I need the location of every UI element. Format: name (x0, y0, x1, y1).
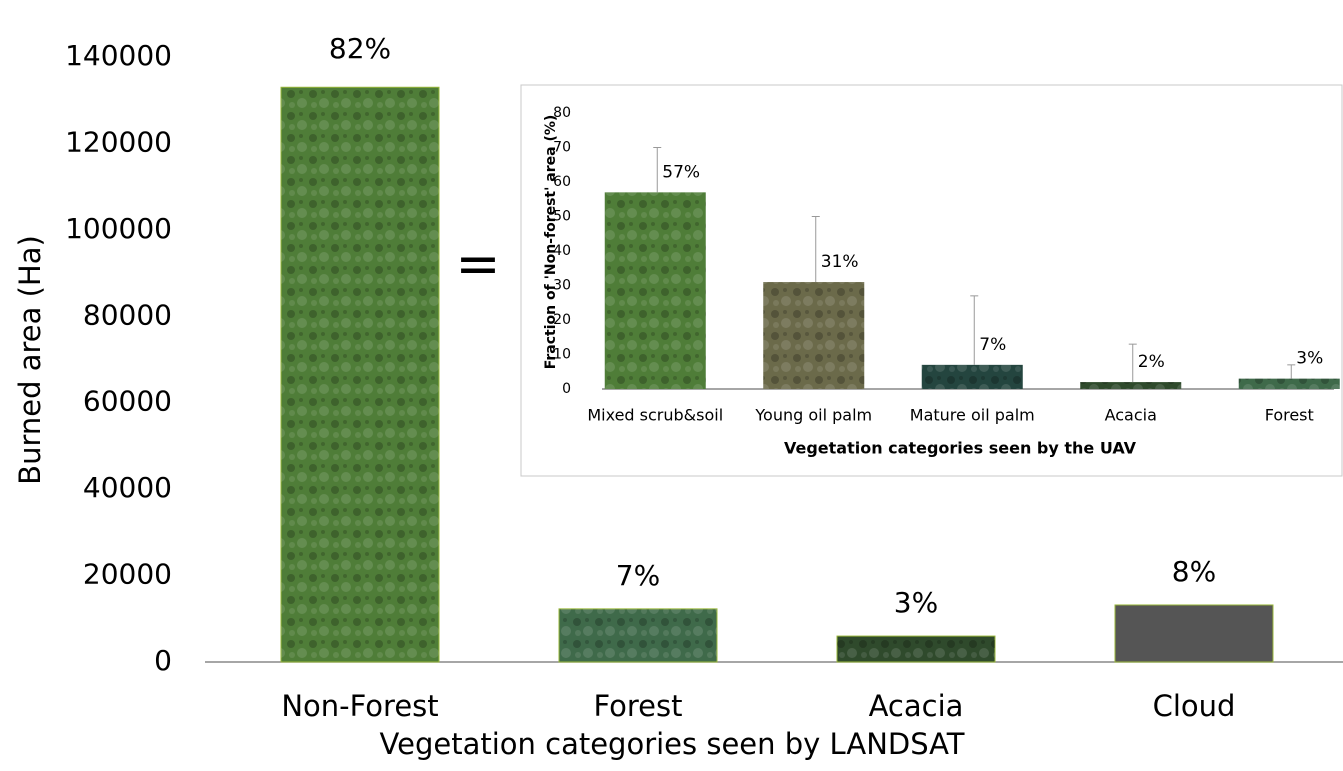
x-tick-label: Cloud (1153, 689, 1236, 723)
y-tick-label: 70 (553, 140, 571, 156)
y-tick-label: 30 (553, 278, 571, 294)
value-label: 3% (894, 586, 938, 619)
y-tick-label: 60000 (83, 385, 172, 418)
bar-texture (837, 636, 995, 662)
x-tick-label: Acacia (869, 689, 964, 723)
y-tick-label: 40000 (83, 471, 172, 504)
bar-texture (921, 364, 1023, 389)
x-tick-label: Forest (1265, 406, 1314, 425)
value-label: 2% (1138, 352, 1165, 372)
x-tick-label: Young oil palm (754, 406, 872, 425)
x-axis-title: Vegetation categories seen by the UAV (784, 439, 1137, 458)
bar-texture (1238, 378, 1340, 389)
x-tick-label: Acacia (1105, 406, 1157, 425)
bar-texture (604, 192, 706, 389)
y-tick-label: 80000 (83, 298, 172, 331)
value-label: 31% (821, 252, 859, 272)
y-tick-label: 140000 (65, 39, 172, 72)
y-tick-label: 0 (562, 381, 571, 397)
y-tick-label: 20 (553, 312, 571, 328)
y-tick-label: 0 (154, 644, 172, 677)
bar-texture (763, 282, 865, 389)
value-label: 8% (1172, 555, 1216, 588)
bar-texture (1080, 382, 1182, 389)
y-tick-label: 60 (553, 174, 571, 190)
bar-texture (559, 608, 717, 662)
y-tick-label: 20000 (83, 558, 172, 591)
x-tick-label: Mature oil palm (910, 406, 1035, 425)
y-tick-label: 120000 (65, 125, 172, 158)
bar (1114, 604, 1274, 663)
value-label: 7% (616, 559, 660, 592)
y-tick-label: 100000 (65, 212, 172, 245)
value-label: 57% (662, 162, 700, 182)
value-label: 82% (329, 32, 391, 65)
y-tick-label: 80 (553, 105, 571, 121)
main-chart: 0 20000 40000 60000 80000 100000 120000 140000 N… (13, 32, 1343, 761)
value-label: 3% (1296, 349, 1323, 369)
value-label: 7% (979, 335, 1006, 355)
x-tick-label: Forest (594, 689, 683, 723)
bar-texture (281, 87, 439, 662)
y-tick-label: 10 (553, 347, 571, 363)
y-axis-title: Burned area (Ha) (13, 235, 47, 485)
y-tick-label: 50 (553, 209, 571, 225)
x-tick-label: Non-Forest (281, 689, 438, 723)
y-axis-title: Fraction of 'Non-forest' area (%) (543, 115, 559, 370)
annotation: = (455, 233, 500, 296)
inset-chart: 0 10 20 30 40 50 60 70 80 Mixed scrub&soil 57% Youn… (543, 105, 1340, 458)
x-tick-label: Mixed scrub&soil (587, 406, 723, 425)
y-tick-label: 40 (553, 243, 571, 259)
x-axis-title: Vegetation categories seen by LANDSAT (380, 727, 965, 761)
